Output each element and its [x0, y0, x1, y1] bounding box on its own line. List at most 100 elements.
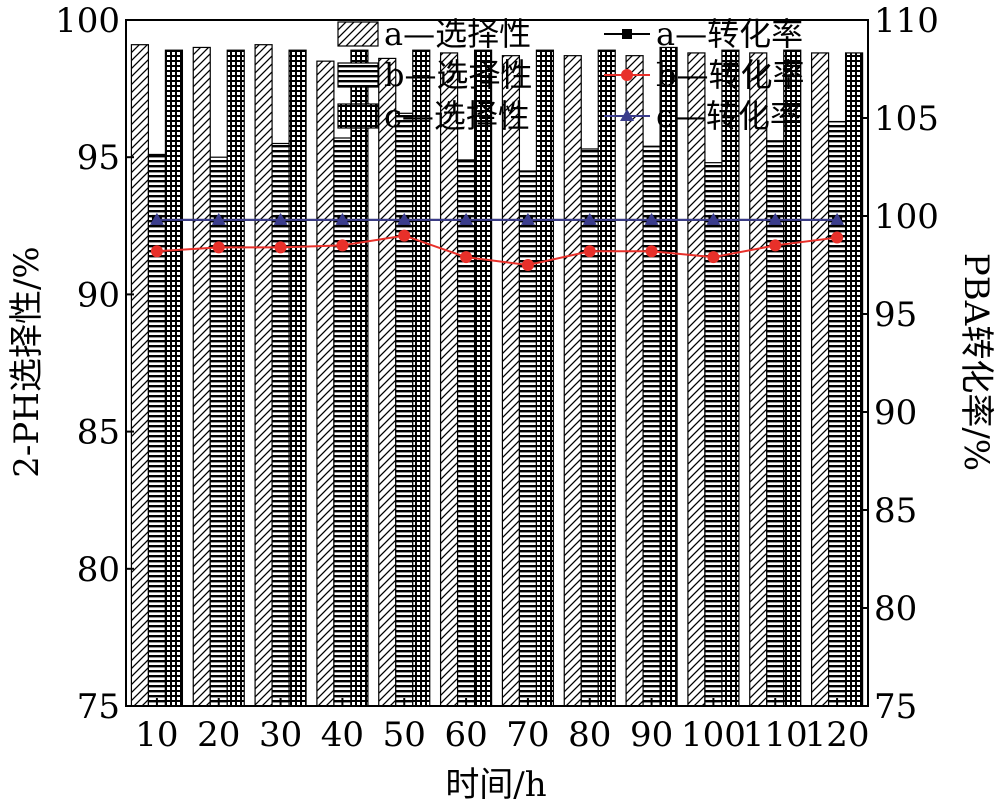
bar-horizontal-110	[766, 140, 785, 707]
y2-tick-label: 90	[874, 393, 917, 433]
point-triangle-10	[149, 212, 164, 225]
bar-horizontal-60	[456, 159, 476, 707]
point-triangle-90	[644, 212, 659, 225]
point-circle-20	[212, 241, 225, 254]
point-circle-80	[583, 245, 596, 258]
y2-tick-label: 100	[874, 197, 939, 237]
y2-tick-label: 80	[874, 589, 917, 629]
x-tick-label: 20	[197, 715, 240, 755]
bar-grid-60	[473, 49, 493, 707]
y2-tick-label: 95	[874, 295, 917, 335]
bar-grid-80	[597, 49, 616, 707]
y-tick-label: 75	[77, 687, 120, 727]
bar-diagonal-90	[625, 55, 644, 707]
legend-swatch-horizontal	[337, 62, 379, 88]
bar-horizontal-50	[395, 112, 414, 707]
bar-diagonal-70	[501, 55, 521, 707]
legend-marker-triangle	[620, 109, 634, 121]
bar-horizontal-100	[704, 162, 723, 707]
bar-grid-20	[226, 49, 245, 707]
lines-layer	[149, 212, 845, 271]
bar-horizontal-90	[642, 145, 661, 707]
bar-grid-50	[412, 49, 431, 707]
bar-grid-70	[535, 49, 555, 707]
legend-label: c—转化率	[656, 97, 802, 135]
bar-diagonal-20	[192, 46, 211, 707]
bar-diagonal-30	[254, 44, 273, 707]
y-axis-title-left: 2-PH选择性/%	[7, 246, 47, 477]
x-tick-label: 80	[568, 715, 611, 755]
bar-horizontal-70	[518, 170, 538, 707]
plot-frame	[125, 19, 869, 707]
point-circle-10	[150, 245, 163, 258]
x-tick-label: 120	[805, 715, 870, 755]
x-tick-label: 100	[681, 715, 746, 755]
legend-label: a—选择性	[384, 15, 531, 53]
point-circle-30	[274, 241, 287, 254]
point-triangle-100	[706, 212, 721, 225]
point-circle-40	[336, 239, 349, 252]
point-circle-50	[398, 229, 411, 242]
y2-tick-label: 75	[874, 687, 917, 727]
bar-diagonal-40	[316, 60, 335, 707]
y-axis-right: 75 80 85 90 95 100 105 110	[860, 1, 939, 727]
bar-horizontal-30	[271, 142, 290, 707]
point-triangle-80	[582, 212, 597, 225]
point-circle-110	[769, 239, 782, 252]
bar-diagonal-110	[749, 52, 768, 707]
bar-diagonal-120	[810, 52, 830, 707]
legend-swatch-grid	[337, 103, 379, 129]
bar-diagonal-80	[563, 55, 582, 707]
legend-label: b—转化率	[656, 56, 805, 94]
legend-marker-circle	[621, 69, 633, 81]
y-tick-label: 80	[77, 550, 120, 590]
x-tick-label: 50	[383, 715, 426, 755]
legend-marker-square	[622, 29, 632, 39]
legend-label: a—转化率	[656, 15, 803, 53]
x-tick-label: 70	[506, 715, 549, 755]
bar-diagonal-10	[130, 44, 150, 707]
y-tick-label: 85	[77, 413, 120, 453]
x-tick-label: 60	[444, 715, 487, 755]
line-circle	[156, 234, 838, 267]
bar-diagonal-100	[687, 52, 706, 707]
bar-grid-110	[783, 49, 802, 707]
point-triangle-30	[273, 212, 288, 225]
legend-label: c—选择性	[384, 97, 530, 135]
bar-grid-30	[288, 49, 307, 707]
x-tick-label: 30	[259, 715, 302, 755]
point-triangle-50	[397, 212, 412, 225]
point-circle-60	[460, 251, 473, 264]
x-tick-label: 10	[135, 715, 178, 755]
y-tick-label: 90	[77, 275, 120, 315]
y-tick-label: 95	[77, 138, 120, 178]
bar-grid-10	[164, 49, 184, 707]
point-circle-70	[521, 259, 534, 271]
bar-horizontal-10	[147, 153, 167, 707]
bar-diagonal-60	[439, 52, 459, 707]
point-circle-100	[707, 251, 720, 264]
y2-tick-label: 110	[874, 1, 939, 41]
point-circle-120	[831, 231, 844, 244]
legend-label: b—选择性	[384, 56, 533, 94]
point-triangle-20	[211, 212, 226, 225]
x-axis-title: 时间/h	[445, 765, 546, 805]
bars-layer	[130, 44, 864, 707]
point-triangle-70	[520, 212, 535, 225]
y-axis-left: 75 80 85 90 95 100	[55, 1, 134, 727]
x-tick-label: 90	[630, 715, 673, 755]
bar-diagonal-50	[378, 57, 397, 707]
point-circle-90	[645, 245, 658, 258]
y-tick-label: 100	[55, 1, 120, 41]
bar-horizontal-120	[827, 120, 847, 707]
x-tick-label: 110	[743, 715, 808, 755]
bar-horizontal-80	[580, 148, 599, 707]
y-axis-title-right: PBA转化率/%	[956, 253, 996, 471]
point-triangle-60	[459, 212, 474, 225]
bar-horizontal-20	[209, 156, 228, 707]
legend-swatch-diagonal	[337, 21, 379, 47]
x-tick-label: 40	[321, 715, 364, 755]
